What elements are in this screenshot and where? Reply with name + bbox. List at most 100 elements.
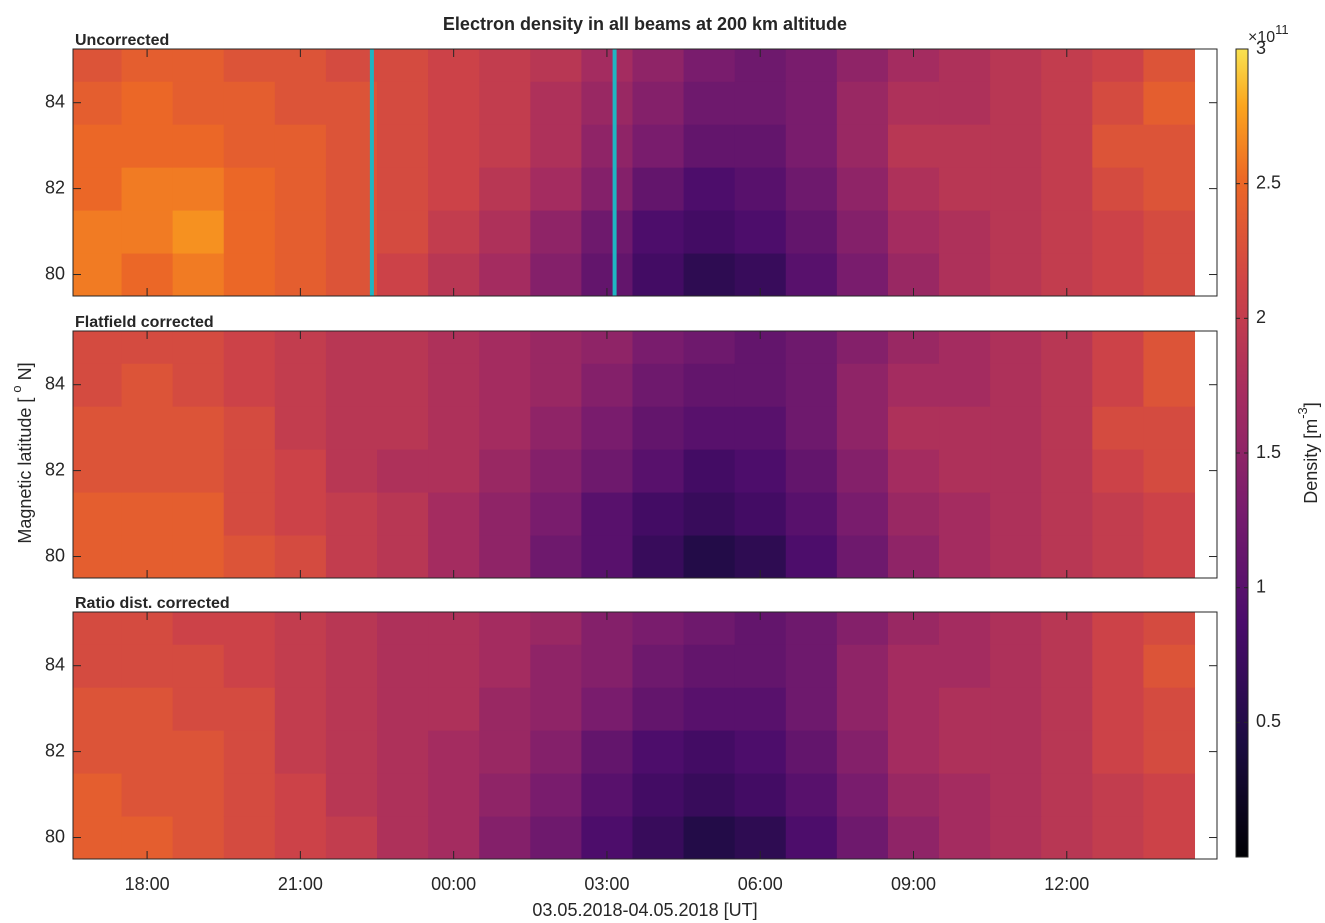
cb-label-sup: -3	[1295, 407, 1310, 419]
heat-cell	[428, 449, 480, 492]
heat-cell	[1143, 535, 1195, 578]
heat-cell	[990, 210, 1042, 253]
heat-cell	[377, 363, 429, 406]
heat-cell	[684, 612, 736, 645]
heat-cell	[122, 730, 174, 773]
heat-cell	[377, 331, 429, 364]
heat-cell	[1092, 816, 1144, 859]
heat-cell	[1041, 406, 1093, 449]
heat-cell	[479, 331, 531, 364]
heat-cell	[735, 773, 787, 816]
y-tick-label: 80	[45, 545, 65, 565]
heat-cell	[1143, 210, 1195, 253]
heat-cell	[530, 331, 582, 364]
heat-cell	[73, 210, 122, 253]
heat-cell	[786, 449, 838, 492]
heat-cell	[173, 81, 225, 124]
heat-cell	[377, 644, 429, 687]
heat-cell	[990, 406, 1042, 449]
heat-cell	[684, 253, 736, 296]
colorbar-tick-label: 2	[1256, 307, 1266, 327]
heat-cell	[479, 816, 531, 859]
heat-cell	[735, 210, 787, 253]
heat-cell	[326, 730, 378, 773]
heat-cell	[990, 612, 1042, 645]
heat-cell	[377, 730, 429, 773]
heat-cell	[990, 363, 1042, 406]
heat-cell	[122, 124, 174, 167]
heat-cell	[684, 644, 736, 687]
heat-cell	[1092, 644, 1144, 687]
heat-cell	[888, 773, 940, 816]
heat-cell	[1041, 730, 1093, 773]
heat-cell	[632, 49, 684, 82]
heat-cell	[888, 449, 940, 492]
heat-cell	[837, 81, 889, 124]
heat-cell	[479, 124, 531, 167]
heat-cell	[939, 363, 991, 406]
heat-cell	[581, 492, 633, 535]
heat-cell	[275, 730, 327, 773]
heat-cell	[530, 773, 582, 816]
colorbar-label: Density [m-3]	[1295, 402, 1320, 504]
heat-cell	[684, 535, 736, 578]
heat-cell	[479, 363, 531, 406]
heat-cell	[888, 730, 940, 773]
heat-cell	[122, 81, 174, 124]
heat-cell	[479, 730, 531, 773]
heat-cell	[377, 612, 429, 645]
heat-cell	[735, 363, 787, 406]
heat-cell	[530, 81, 582, 124]
heat-cell	[735, 492, 787, 535]
heat-cell	[326, 535, 378, 578]
heat-cell	[428, 687, 480, 730]
heat-cell	[326, 253, 378, 296]
heat-cell	[173, 253, 225, 296]
heat-cell	[122, 492, 174, 535]
heat-cell	[786, 612, 838, 645]
heat-cell	[1092, 449, 1144, 492]
heat-cell	[530, 449, 582, 492]
heat-cell	[990, 816, 1042, 859]
heat-cell	[479, 687, 531, 730]
heat-cell	[1143, 492, 1195, 535]
heat-cell	[581, 210, 633, 253]
heat-cell	[275, 124, 327, 167]
heat-cell	[939, 492, 991, 535]
heat-cell	[837, 331, 889, 364]
heat-cell	[1092, 687, 1144, 730]
heat-cell	[1041, 167, 1093, 210]
heat-cell	[1143, 253, 1195, 296]
heat-cell	[122, 687, 174, 730]
heat-cell	[939, 730, 991, 773]
heat-cell	[990, 492, 1042, 535]
x-tick-label: 21:00	[278, 874, 323, 894]
heat-cell	[1041, 124, 1093, 167]
heat-cell	[173, 406, 225, 449]
heat-cell	[326, 49, 378, 82]
heat-cell	[837, 167, 889, 210]
heat-cell	[786, 124, 838, 167]
heat-cell	[837, 644, 889, 687]
heat-cell	[326, 363, 378, 406]
heat-cell	[888, 406, 940, 449]
heat-cell	[377, 253, 429, 296]
heat-cell	[377, 773, 429, 816]
heat-cell	[786, 773, 838, 816]
heat-cell	[326, 612, 378, 645]
heat-cell	[530, 167, 582, 210]
heat-cell	[990, 124, 1042, 167]
colorbar-tick-label: 0.5	[1256, 711, 1281, 731]
heat-cell	[581, 167, 633, 210]
x-tick-label: 18:00	[125, 874, 170, 894]
heat-cell	[479, 81, 531, 124]
y-axis-label: Magnetic latitude [ o N]	[9, 362, 34, 543]
heat-cell	[224, 124, 276, 167]
heat-cell	[837, 49, 889, 82]
heat-cell	[1092, 535, 1144, 578]
heat-cell	[581, 644, 633, 687]
heat-cell	[786, 49, 838, 82]
y-tick-label: 84	[45, 91, 65, 111]
colorbar-multiplier: ×1011	[1248, 22, 1289, 46]
